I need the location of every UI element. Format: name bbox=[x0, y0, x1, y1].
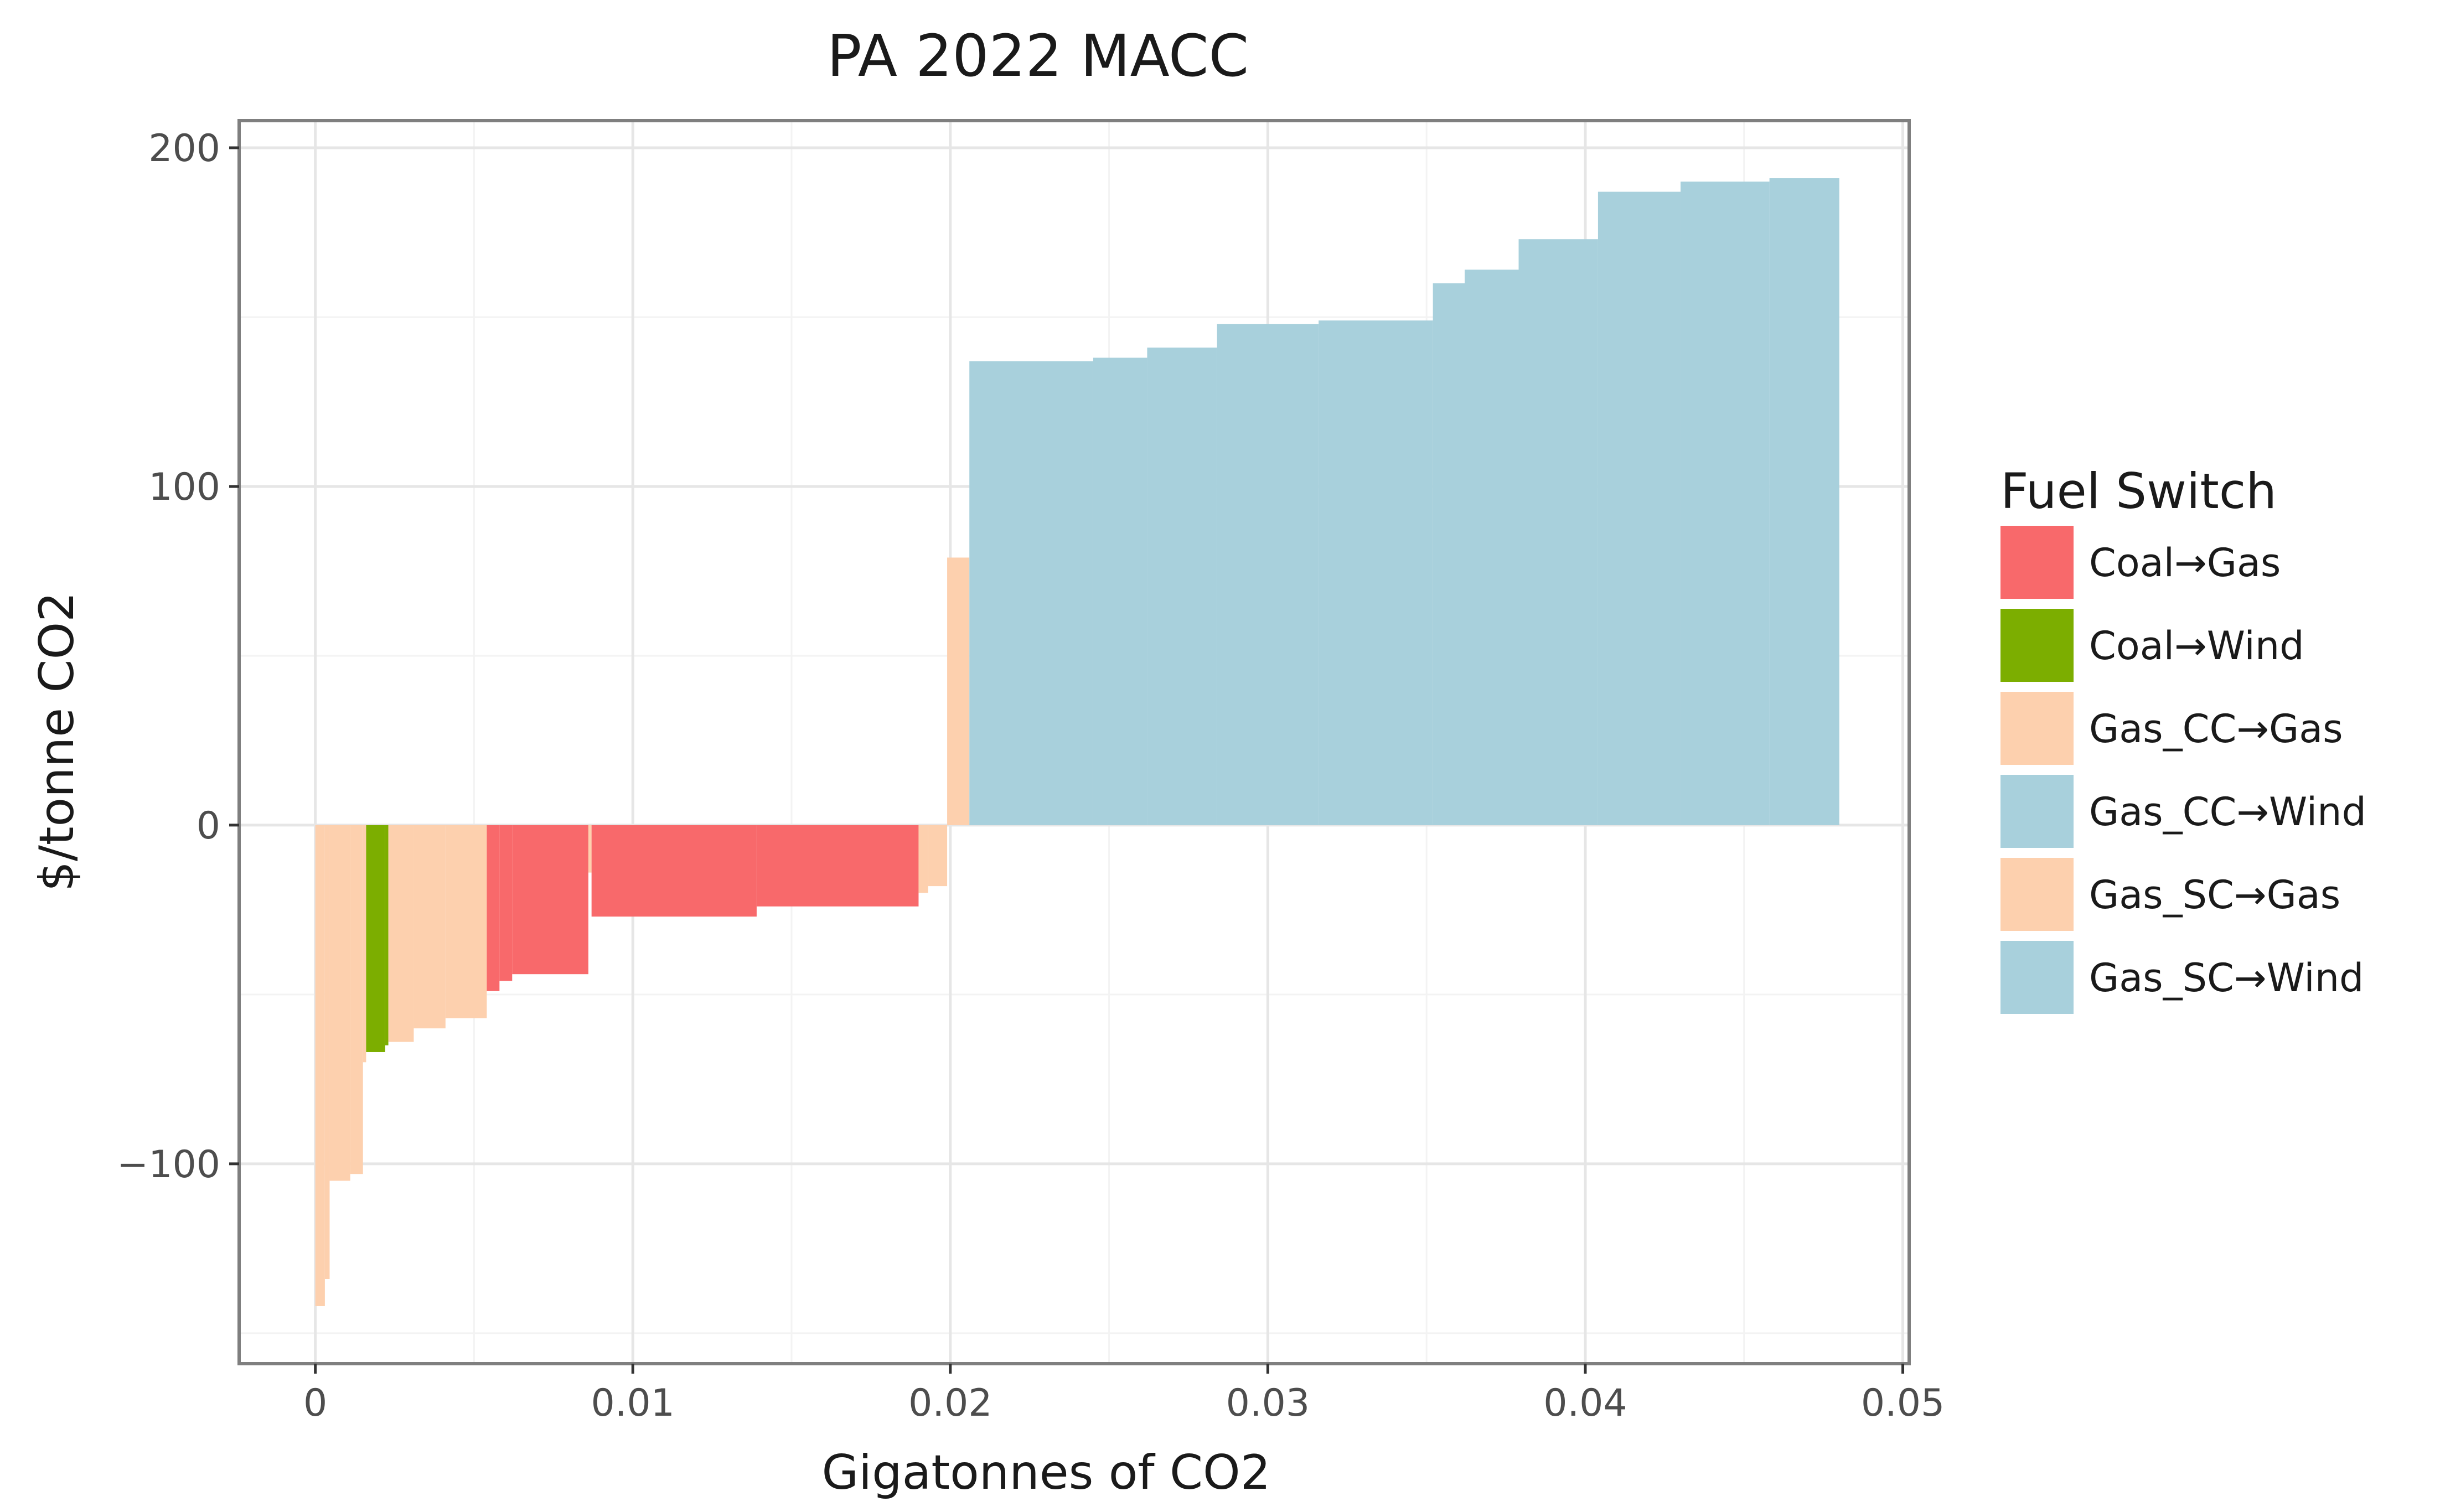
macc-bar bbox=[1681, 182, 1770, 825]
x-tick-label: 0.05 bbox=[1861, 1381, 1945, 1425]
macc-bar bbox=[413, 825, 446, 1029]
legend-label: Gas_CC→Wind bbox=[2089, 789, 2366, 835]
x-tick-label: 0.02 bbox=[908, 1381, 992, 1425]
y-axis: −100 0 100 200 bbox=[117, 127, 239, 1187]
macc-bar bbox=[1598, 191, 1681, 825]
panel-border bbox=[237, 119, 1911, 1365]
y-tick-label: 100 bbox=[148, 465, 220, 509]
legend-title: Fuel Switch bbox=[2000, 463, 2277, 520]
macc-bar bbox=[350, 825, 363, 1174]
x-tick-label: 0.03 bbox=[1226, 1381, 1310, 1425]
legend-key bbox=[2000, 526, 2074, 599]
x-axis-title: Gigatonnes of CO2 bbox=[822, 1445, 1271, 1500]
chart-title: PA 2022 MACC bbox=[827, 22, 1249, 90]
legend-key bbox=[2000, 941, 2074, 1014]
macc-bar bbox=[1217, 324, 1319, 825]
legend-label: Gas_SC→Wind bbox=[2089, 955, 2364, 1001]
bars bbox=[315, 178, 1839, 1306]
x-tick-label: 0.01 bbox=[591, 1381, 675, 1425]
macc-bar bbox=[969, 361, 1093, 825]
x-axis: 0 0.01 0.02 0.03 0.04 0.05 bbox=[303, 1364, 1945, 1425]
macc-bar bbox=[756, 825, 919, 907]
macc-bar bbox=[499, 825, 513, 981]
x-tick-label: 0.04 bbox=[1543, 1381, 1627, 1425]
macc-bar bbox=[363, 825, 366, 1063]
legend: Fuel Switch Coal→Gas Coal→Wind Gas_CC→Gas G… bbox=[2000, 463, 2366, 1014]
legend-label: Coal→Wind bbox=[2089, 623, 2304, 669]
macc-bar bbox=[445, 825, 487, 1018]
macc-bar bbox=[918, 825, 928, 893]
legend-key bbox=[2000, 775, 2074, 848]
y-tick-label: 0 bbox=[197, 804, 220, 848]
macc-bar bbox=[487, 825, 500, 991]
macc-bar bbox=[1433, 283, 1465, 825]
plot-area bbox=[237, 119, 1911, 1365]
macc-bar bbox=[588, 825, 592, 873]
legend-label: Coal→Gas bbox=[2089, 540, 2281, 586]
macc-bar bbox=[315, 825, 325, 1306]
y-axis-title: $/tonne CO2 bbox=[29, 592, 85, 892]
macc-bar bbox=[329, 825, 350, 1181]
macc-bar bbox=[947, 557, 970, 825]
macc-bar bbox=[1518, 239, 1598, 825]
legend-key bbox=[2000, 858, 2074, 931]
y-tick-label: −100 bbox=[117, 1143, 220, 1187]
macc-bar bbox=[385, 825, 389, 1045]
macc-bar bbox=[366, 825, 385, 1052]
macc-bar bbox=[1319, 320, 1433, 825]
legend-label: Gas_CC→Gas bbox=[2089, 706, 2343, 752]
macc-bar bbox=[388, 825, 414, 1042]
macc-bar bbox=[1464, 270, 1519, 825]
legend-label: Gas_SC→Gas bbox=[2089, 872, 2340, 918]
macc-bar bbox=[1093, 358, 1147, 825]
macc-bar bbox=[324, 825, 330, 1280]
x-tick-label: 0 bbox=[303, 1381, 327, 1425]
macc-bar bbox=[512, 825, 588, 975]
y-tick-label: 200 bbox=[148, 127, 220, 170]
legend-key bbox=[2000, 609, 2074, 682]
macc-bar bbox=[1147, 348, 1217, 825]
legend-key bbox=[2000, 692, 2074, 765]
macc-bar bbox=[591, 825, 757, 917]
macc-bar bbox=[1769, 178, 1839, 825]
macc-bar bbox=[928, 825, 948, 887]
